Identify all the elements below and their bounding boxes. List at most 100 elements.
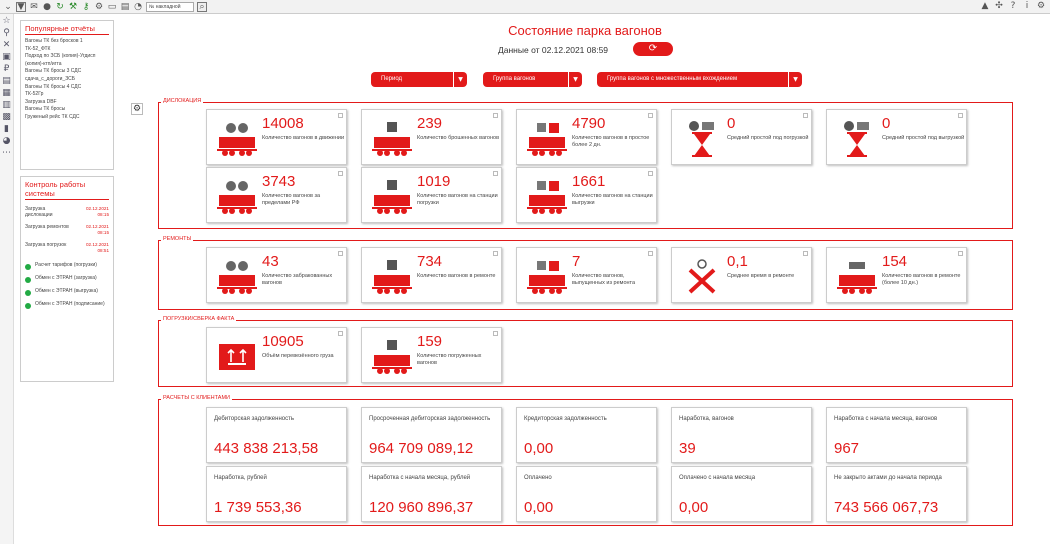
service-rows: Расчет тарифов (погрузки) Обмен с ЭТРАН (… [25,262,109,309]
chat-icon[interactable]: ● [43,1,51,12]
settlement-card[interactable]: Наработка, рублей 1 739 553,36 [206,466,347,522]
indicator-card[interactable]: 10905 Объём перевезённого груза [206,327,347,383]
indicator-card[interactable]: 154 Количество вагонов в ремонте (более 1… [826,247,967,303]
chart-icon[interactable]: ◔ [134,1,142,12]
settlement-card[interactable]: Кредиторская задолженность 0,00 [516,407,657,463]
ruble-icon[interactable]: ₽ [3,64,10,74]
waybill-search-input[interactable]: № накладной [146,1,194,12]
bell-icon[interactable]: ▲ [981,1,989,11]
indicator-description: Количество вагонов в простое более 2 дн. [572,135,650,148]
settlement-card[interactable]: Наработка с начала месяца, рублей 120 960… [361,466,502,522]
document-icon[interactable]: ▤ [2,76,11,86]
window-icon[interactable]: ▭ [107,1,117,12]
refresh-icon[interactable]: ↻ [56,1,64,12]
expand-icon[interactable] [493,331,498,336]
indicator-card[interactable]: 734 Количество вагонов в ремонте [361,247,502,303]
settings-icon[interactable]: ⚙ [1036,1,1046,11]
map-icon[interactable]: ▣ [2,52,11,62]
help-icon[interactable]: ? [1010,1,1016,11]
key-icon[interactable]: ⚷ [82,1,90,12]
network-icon[interactable]: ✣ [995,1,1003,11]
indicator-card[interactable]: 1019 Количество вагонов на станции погруз… [361,167,502,223]
table-icon[interactable]: ▦ [2,88,11,98]
gear-icon[interactable]: ⚙ [94,1,104,12]
settlement-card[interactable]: Наработка с начала месяца, вагонов 967 [826,407,967,463]
service-status: Обмен с ЭТРАН (загрузка) [25,275,109,283]
multi-group-dropdown[interactable]: Группа вагонов с множественным вхождение… [597,72,802,87]
report-link[interactable]: Загрузка DBF [25,98,57,105]
indicator-card[interactable]: 14008 Количество вагонов в движении [206,109,347,165]
indicator-card[interactable]: 239 Количество брошенных вагонов [361,109,502,165]
expand-icon[interactable] [338,331,343,336]
settlement-label: Кредиторская задолженность [524,416,607,422]
moving-wagon-icon [217,120,257,158]
indicator-card[interactable]: 0 Средний простой под погрузкой [671,109,812,165]
expand-icon[interactable] [493,251,498,256]
expand-icon[interactable] [338,171,343,176]
report-link[interactable]: Вагоны ТК бросы [25,106,66,113]
indicator-card[interactable]: 43 Количество забракованных вагонов [206,247,347,303]
bar-chart-icon[interactable]: ▮ [4,124,9,134]
settlement-card[interactable]: Не закрыто актами до начала периода 743 5… [826,466,967,522]
indicator-value: 239 [417,115,443,132]
indicator-card[interactable]: 3743 Количество вагонов за пределами РФ [206,167,347,223]
dropdown-label: Период [381,76,403,82]
expand-icon[interactable] [958,113,963,118]
settings-gear-button[interactable]: ⚙ [131,103,143,115]
report-link[interactable]: ТК-52_ФТК [25,45,51,52]
indicator-description: Количество вагонов в движении [262,135,345,141]
favorites-icon[interactable]: ☆ [2,16,11,26]
chevron-down-icon[interactable]: ⌄ [4,1,12,12]
indicator-card[interactable]: 7 Количество вагонов, выпущенных из ремон… [516,247,657,303]
report-link[interactable]: сдача_с_дороги_ЗСБ [25,75,76,82]
info-icon[interactable]: i [1025,1,1029,11]
wagon-group-dropdown[interactable]: Группа вагонов ▼ [483,72,582,87]
refresh-button[interactable]: ⟳ [633,42,673,56]
settlement-card[interactable]: Наработка, вагонов 39 [671,407,812,463]
unloading-hourglass-icon [837,120,877,158]
report-link[interactable]: ТК-52Гр [25,91,44,98]
indicator-card[interactable]: 159 Количество погруженных вагонов [361,327,502,383]
report-link[interactable]: Вагоны ТК бросы 4 СДС [25,83,82,90]
settlement-card[interactable]: Просроченная дебиторская задолженность 96… [361,407,502,463]
expand-icon[interactable] [338,251,343,256]
expand-icon[interactable] [803,113,808,118]
indicator-card[interactable]: 1661 Количество вагонов на станции выгруз… [516,167,657,223]
period-dropdown[interactable]: Период ▼ [371,72,467,87]
wagon-icon[interactable]: ▩ [2,112,11,122]
pie-chart-icon[interactable]: ◕ [2,136,11,146]
tools-timer-icon [682,258,722,296]
settlement-card[interactable]: Оплачено 0,00 [516,466,657,522]
report-icon[interactable]: ▥ [2,100,11,110]
report-link[interactable]: Вагоны ТК без бросков 1 [25,38,83,44]
search-icon[interactable]: ⌕ [197,1,207,12]
expand-icon[interactable] [493,113,498,118]
report-link[interactable]: Груженый рейс ТК СДС [25,113,80,120]
tools-icon[interactable]: ✕ [2,40,11,50]
expand-icon[interactable] [493,171,498,176]
service-status: Обмен с ЭТРАН (выгрузка) [25,288,109,296]
report-link[interactable]: Вагоны ТК бросы 3 СДС [25,68,82,75]
settlement-card[interactable]: Оплачено с начала месяца 0,00 [671,466,812,522]
expand-icon[interactable] [803,251,808,256]
service-label: Расчет тарифов (погрузки) [35,262,97,268]
mail-icon[interactable]: ✉ [30,1,38,12]
more-icon[interactable]: ⋯ [2,148,11,158]
loading-hourglass-icon [682,120,722,158]
indicator-card[interactable]: 0,1 Среднее время в ремонте [671,247,812,303]
indicator-value: 14008 [262,115,304,132]
print-icon[interactable]: ▤ [120,1,130,12]
expand-icon[interactable] [648,113,653,118]
expand-icon[interactable] [958,251,963,256]
expand-icon[interactable] [338,113,343,118]
expand-icon[interactable] [648,171,653,176]
tools-icon[interactable]: ⚒ [68,1,78,12]
expand-icon[interactable] [648,251,653,256]
indicator-card[interactable]: 0 Средний простой под выгрузкой [826,109,967,165]
report-link[interactable]: Подход по ЗСБ (копия)-Угдисп (копия)-ктп… [25,53,96,67]
location-icon[interactable]: ⚲ [3,28,10,38]
control-row: Загрузка дислокации 02.12.2021 08:15 [25,206,109,218]
indicator-card[interactable]: 4790 Количество вагонов в простое более 2… [516,109,657,165]
filter-icon[interactable]: ▼ [16,1,26,12]
settlement-card[interactable]: Дебиторская задолженность 443 838 213,58 [206,407,347,463]
